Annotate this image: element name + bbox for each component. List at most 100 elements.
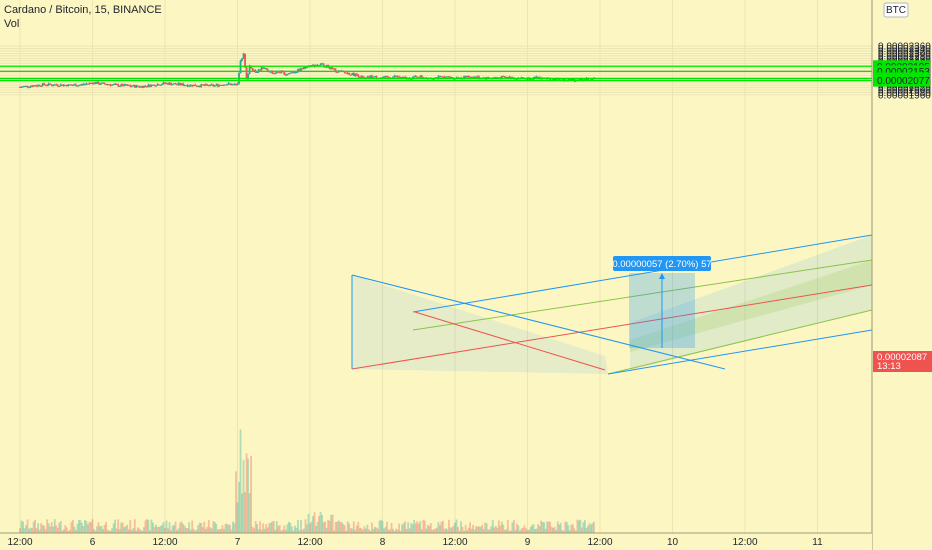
volume-bar bbox=[256, 524, 259, 533]
candle-body bbox=[138, 86, 141, 88]
candle-body bbox=[300, 68, 302, 71]
volume-bar bbox=[469, 522, 472, 533]
volume-bar bbox=[543, 522, 546, 533]
volume-bar bbox=[390, 523, 393, 533]
volume-bar bbox=[287, 521, 290, 533]
symbol-label[interactable]: Cardano / Bitcoin, 15, BINANCE bbox=[4, 4, 162, 16]
candle-body bbox=[478, 76, 481, 79]
candle-body bbox=[567, 79, 570, 81]
volume-bar bbox=[343, 525, 346, 533]
y-tick-label: 0.00002000 bbox=[878, 86, 931, 97]
candle-body bbox=[251, 68, 254, 71]
volume-bar bbox=[114, 519, 117, 533]
volume-bar bbox=[195, 529, 198, 533]
candle-body bbox=[514, 78, 517, 80]
candle-body bbox=[235, 84, 237, 86]
price-axis[interactable]: BTC 0.000019600.000019800.000020000.0000… bbox=[871, 0, 932, 550]
candle-body bbox=[414, 76, 417, 78]
candle-body bbox=[383, 76, 385, 78]
candle-body bbox=[241, 58, 243, 61]
volume-bar bbox=[547, 521, 550, 533]
candle-body bbox=[106, 84, 109, 86]
candle-body bbox=[142, 85, 145, 88]
candle-body bbox=[120, 84, 123, 86]
candle-body bbox=[189, 84, 192, 86]
volume-bar bbox=[583, 519, 586, 533]
volume-bar bbox=[318, 515, 320, 533]
candle-body bbox=[165, 83, 168, 85]
candle-body bbox=[260, 67, 263, 70]
price-range-arrowhead bbox=[659, 273, 665, 279]
volume-bar bbox=[529, 527, 532, 533]
volume-bar bbox=[352, 521, 355, 533]
volume-bar bbox=[426, 524, 429, 533]
volume-bar bbox=[170, 530, 172, 533]
countdown-label: 13:13 bbox=[877, 361, 901, 372]
volume-bar bbox=[511, 522, 514, 533]
candle-body bbox=[94, 82, 97, 84]
volume-bar bbox=[310, 521, 313, 533]
candle-body bbox=[256, 71, 259, 73]
y-tick-label: 0.00002320 bbox=[878, 47, 931, 58]
current-price-label: 0.00002087 bbox=[877, 352, 927, 363]
candle-body bbox=[263, 68, 266, 70]
volume-bar bbox=[275, 521, 278, 533]
candle-body bbox=[500, 75, 503, 79]
volume-bar bbox=[324, 521, 327, 533]
volume-bar bbox=[392, 528, 394, 533]
candle-body bbox=[508, 76, 511, 78]
volume-bar bbox=[309, 523, 311, 533]
candle-body bbox=[274, 73, 277, 75]
volume-bar bbox=[419, 521, 422, 533]
volume-bar bbox=[229, 524, 231, 533]
volume-bar bbox=[325, 527, 328, 533]
volume-bar bbox=[85, 521, 88, 533]
volume-bar bbox=[555, 530, 558, 533]
volume-bar bbox=[260, 529, 263, 533]
volume-label[interactable]: Vol bbox=[4, 18, 19, 30]
candle-body bbox=[81, 84, 83, 86]
currency-badge[interactable]: BTC bbox=[886, 5, 906, 16]
candle-body bbox=[239, 60, 242, 74]
candle-body bbox=[56, 84, 59, 86]
volume-bar bbox=[117, 519, 120, 533]
candle-body bbox=[162, 82, 165, 85]
time-axis[interactable]: 12:00 6 12:00 7 12:00 8 12:00 9 12:00 10 12:00 11 bbox=[0, 532, 872, 550]
volume-bar bbox=[437, 522, 440, 533]
candle-body bbox=[242, 53, 245, 59]
candle-body bbox=[227, 83, 230, 85]
volume-bar bbox=[537, 524, 539, 533]
candle-body bbox=[198, 86, 201, 88]
candle-body bbox=[41, 83, 44, 87]
candle-body bbox=[103, 82, 106, 84]
volume-bar bbox=[61, 530, 64, 533]
volume-bar bbox=[241, 493, 243, 533]
volume-bar bbox=[103, 524, 106, 533]
volume-bar bbox=[366, 524, 369, 533]
volume-bar bbox=[295, 527, 298, 533]
volume-bar bbox=[198, 522, 201, 533]
volume-bar bbox=[378, 520, 381, 533]
candle-body bbox=[553, 78, 556, 81]
volume-bar bbox=[576, 519, 579, 533]
y-tick-label: 0.00001980 bbox=[878, 88, 931, 99]
volume-bar bbox=[247, 458, 249, 533]
volume-bar bbox=[91, 519, 94, 533]
volume-bar bbox=[213, 521, 216, 533]
candle-body bbox=[224, 84, 227, 86]
volume-bar bbox=[245, 453, 248, 533]
volume-bar bbox=[473, 529, 476, 533]
volume-bar bbox=[153, 527, 156, 533]
volume-bar bbox=[331, 514, 334, 533]
candle-body bbox=[420, 75, 423, 78]
volume-bar bbox=[432, 529, 435, 533]
candle-body bbox=[200, 84, 203, 87]
candle-body bbox=[97, 81, 100, 85]
candle-body bbox=[82, 84, 85, 86]
volume-bar bbox=[425, 528, 428, 533]
candle-body bbox=[284, 74, 287, 76]
volume-bar bbox=[182, 523, 185, 533]
candle-body bbox=[387, 76, 390, 78]
volume-bar bbox=[55, 525, 58, 533]
